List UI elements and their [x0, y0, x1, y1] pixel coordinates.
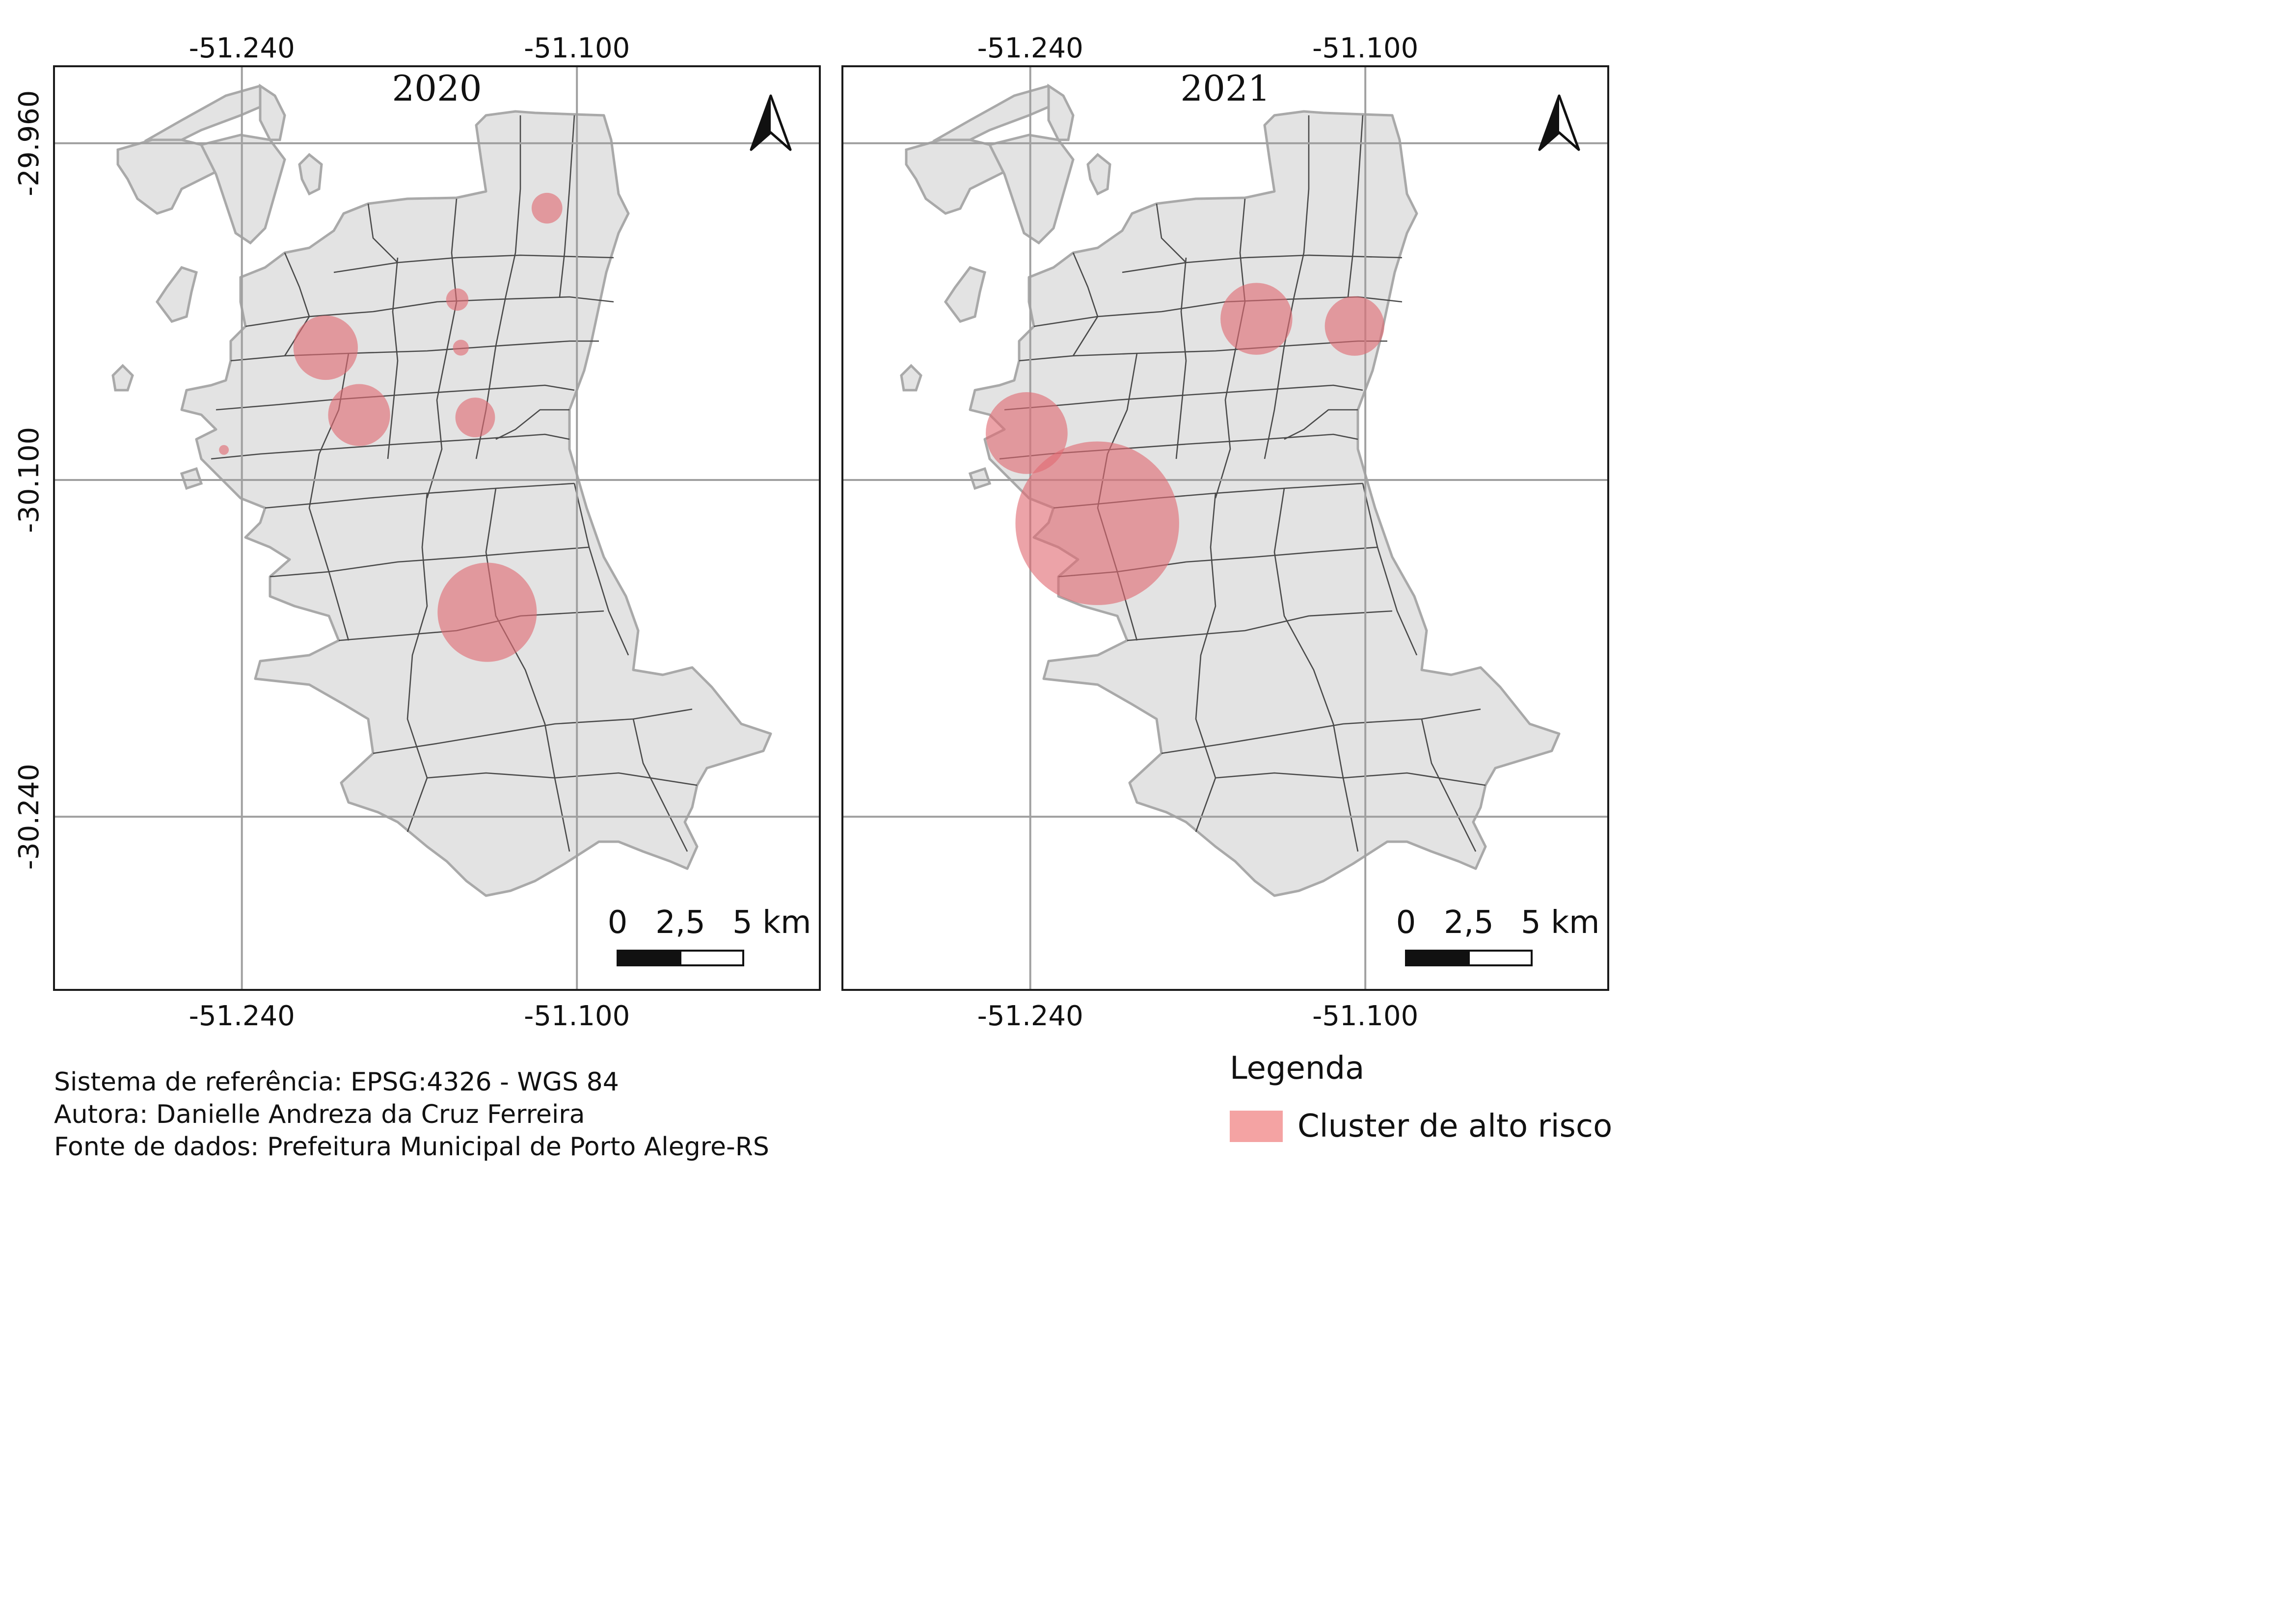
district-boundary	[559, 115, 575, 297]
district-boundary	[1264, 115, 1310, 459]
reference-system-text: Sistema de referência: EPSG:4326 - WGS 8…	[54, 1067, 619, 1097]
credits-block: Sistema de referência: EPSG:4326 - WGS 8…	[54, 1066, 769, 1163]
district-boundary	[1004, 384, 1363, 411]
district-boundary	[373, 708, 693, 754]
island-shape	[259, 83, 286, 141]
district-boundary	[1122, 254, 1403, 273]
island-shape	[143, 84, 277, 146]
cluster-circle	[437, 562, 537, 662]
scale-bar-label: 5 km	[732, 905, 811, 941]
islands	[900, 83, 1111, 490]
island-shape	[298, 153, 323, 196]
scale-bar-label: 0	[608, 905, 628, 941]
cluster-circle	[453, 340, 469, 356]
map-panel-2020: 2020 0 2,5 5 km -51.240 -51.240 -51.100 -51.100…	[13, 32, 821, 1032]
island-shape	[116, 138, 223, 215]
island-shape	[988, 133, 1075, 245]
cluster-circle	[328, 384, 390, 446]
district-boundary	[1421, 718, 1477, 852]
island-shape	[111, 364, 134, 392]
map-title: 2021	[1180, 68, 1270, 109]
district-boundary	[426, 198, 458, 499]
cluster-circle	[986, 392, 1068, 474]
island-shape	[905, 138, 1011, 215]
district-boundary	[573, 483, 629, 656]
district-boundary	[427, 772, 698, 786]
cluster-circle	[1324, 296, 1384, 356]
city-landmass	[180, 110, 772, 897]
legend-title: Legenda	[1230, 1050, 1365, 1087]
district-boundary	[1215, 198, 1246, 499]
map-title: 2020	[392, 68, 482, 109]
island-shape	[900, 364, 922, 392]
district-boundaries	[999, 115, 1486, 852]
legend-swatch	[1230, 1111, 1283, 1142]
legend-item-cluster: Cluster de alto risco	[1230, 1108, 1613, 1144]
scale-bar-label: 0	[1396, 905, 1416, 941]
district-boundary	[270, 546, 590, 578]
scale-bar-label: 2,5	[1444, 905, 1494, 941]
data-source-text: Fonte de dados: Prefeitura Municipal de …	[54, 1132, 769, 1162]
longitude-tick-label: -51.100	[1312, 32, 1418, 64]
cluster-circle	[455, 398, 495, 437]
longitude-tick-label: -51.240	[977, 1000, 1083, 1032]
cluster-circle	[293, 315, 358, 380]
island-shape	[199, 133, 286, 245]
island-shape	[944, 266, 986, 323]
island-shape	[155, 266, 198, 323]
island-shape	[968, 467, 992, 490]
district-boundary	[216, 384, 575, 411]
longitude-tick-label: -51.240	[189, 32, 295, 64]
district-boundary	[1072, 252, 1099, 356]
scale-bar: 0 2,5 5 km	[608, 905, 811, 966]
island-shape	[1047, 83, 1075, 141]
district-boundary	[1127, 610, 1393, 641]
map-frame	[841, 65, 1609, 991]
north-arrow-icon	[1538, 94, 1580, 151]
map-frame	[53, 65, 821, 991]
district-boundary	[387, 257, 399, 459]
latitude-tick-label: -29.960	[13, 90, 45, 196]
islands	[111, 83, 323, 490]
longitude-tick-label: -51.240	[189, 1000, 295, 1032]
cluster-circle	[531, 192, 563, 224]
island-shape	[180, 467, 203, 490]
longitude-tick-label: -51.240	[977, 32, 1083, 64]
scale-bar: 0 2,5 5 km	[1396, 905, 1599, 966]
district-boundary	[333, 254, 614, 273]
district-boundary	[1362, 483, 1418, 656]
district-boundary	[1161, 708, 1481, 754]
longitude-tick-label: -51.100	[524, 32, 630, 64]
island-shape	[1086, 153, 1111, 196]
cluster-circle	[446, 288, 469, 311]
district-boundary	[1156, 203, 1187, 263]
cluster-circle	[219, 445, 229, 455]
longitude-tick-label: -51.100	[1312, 1000, 1418, 1032]
district-boundary	[1215, 772, 1486, 786]
district-boundary	[211, 433, 570, 460]
district-boundary	[367, 203, 398, 263]
latitude-tick-label: -30.240	[13, 764, 45, 870]
district-boundary	[495, 409, 569, 440]
north-arrow-icon	[750, 94, 792, 151]
district-boundary	[632, 718, 688, 852]
latitude-tick-label: -30.100	[13, 427, 45, 533]
map-panel-2021: 2021 0 2,5 5 km -51.240 -51.240 -51.100 -51.100	[841, 32, 1609, 1032]
legend-item-label: Cluster de alto risco	[1297, 1108, 1613, 1144]
island-shape	[932, 84, 1066, 146]
cluster-circle	[1015, 441, 1179, 605]
scale-bar-label: 2,5	[655, 905, 705, 941]
district-boundary	[1175, 257, 1187, 459]
longitude-tick-label: -51.100	[524, 1000, 630, 1032]
cluster-circle	[1220, 283, 1293, 355]
author-text: Autora: Danielle Andreza da Cruz Ferreir…	[54, 1100, 585, 1129]
scale-bar-label: 5 km	[1521, 905, 1599, 941]
district-boundary	[1284, 409, 1358, 440]
district-boundary	[1347, 115, 1364, 297]
district-boundaries	[211, 115, 698, 852]
